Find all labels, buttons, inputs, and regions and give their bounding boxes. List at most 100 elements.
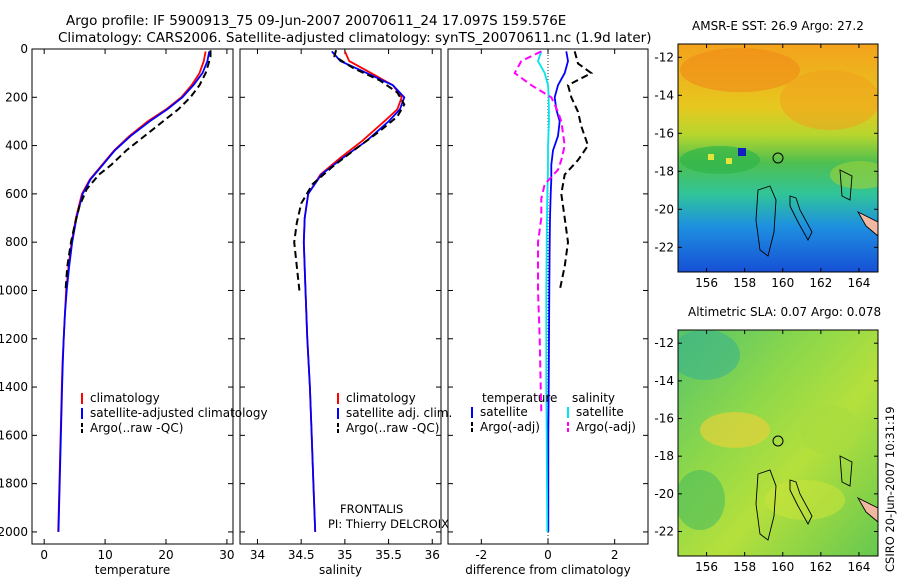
temperature-panel: 0 10 20 30 0 200 400 600 800 1000 1200 1400 1600 1800… xyxy=(0,42,268,577)
argo-location-marker xyxy=(772,152,784,164)
map-x-tick-label: 164 xyxy=(847,276,870,290)
argo-location-marker xyxy=(772,435,784,447)
series-line xyxy=(537,51,550,532)
sla-high-patch xyxy=(700,412,770,448)
map-x-tick-label: 156 xyxy=(695,276,718,290)
sla-high-patch xyxy=(765,480,845,520)
x-tick-label: 20 xyxy=(158,548,173,562)
sst-map-title: AMSR-E SST: 26.9 Argo: 27.2 xyxy=(692,19,864,33)
sla-map-frame xyxy=(677,329,879,557)
x-tick-label: 2 xyxy=(611,548,619,562)
map-y-tick-label: -12 xyxy=(654,336,674,350)
map-y-tick-label: -14 xyxy=(654,88,674,102)
series-line xyxy=(547,51,569,532)
sla-map xyxy=(677,329,879,557)
legend-label: satellite adj. clim. xyxy=(346,406,452,420)
legend-label: satellite xyxy=(576,405,624,419)
sla-low-patch xyxy=(678,470,725,530)
y-tick-label: 1400 xyxy=(0,380,28,394)
sla-map-title: Altimetric SLA: 0.07 Argo: 0.078 xyxy=(688,305,882,319)
series-line xyxy=(64,50,212,291)
map-y-tick-label: -12 xyxy=(654,50,674,64)
y-tick-label: 800 xyxy=(5,235,28,249)
legend-label: Argo(..raw -QC) xyxy=(90,421,183,435)
series-line xyxy=(57,51,207,532)
y-tick-label: 200 xyxy=(5,90,28,104)
y-tick-label: 600 xyxy=(5,187,28,201)
legend-label: Argo(-adj) xyxy=(576,420,636,434)
legend-label: climatology xyxy=(90,391,160,405)
sst-coast-land xyxy=(856,210,878,237)
sst-coast-island xyxy=(839,169,853,201)
legend-label: climatology xyxy=(346,391,416,405)
sst-coast-island xyxy=(789,195,813,241)
legend-label: Argo(-adj) xyxy=(480,420,540,434)
y-tick-label: 2000 xyxy=(0,525,28,539)
sst-pixel xyxy=(708,154,714,160)
x-tick-label: 34.5 xyxy=(288,548,315,562)
map-x-tick-label: 156 xyxy=(695,560,718,574)
map-y-tick-label: -16 xyxy=(654,126,674,140)
sst-map xyxy=(677,43,879,273)
sst-coast-new-caledonia xyxy=(755,185,777,257)
map-y-tick-label: -18 xyxy=(654,164,674,178)
sst-warm-patch xyxy=(680,48,800,92)
map-y-tick-label: -14 xyxy=(654,374,674,388)
legend-label: Argo(..raw -QC) xyxy=(346,421,439,435)
y-tick-label: 400 xyxy=(5,139,28,153)
legend-title: temperature xyxy=(482,391,557,405)
x-axis-label: difference from climatology xyxy=(465,563,631,577)
sla-low-patch xyxy=(678,330,740,380)
series-line xyxy=(513,50,566,412)
map-y-tick-label: -16 xyxy=(654,412,674,426)
chart-overlay: 156 158 160 162 164 -12 -14 -16 -18 -20 -22 156 158 1… xyxy=(654,44,878,574)
map-x-tick-label: 160 xyxy=(771,276,794,290)
x-tick-label: 30 xyxy=(219,548,234,562)
sst-green-patch xyxy=(680,146,760,174)
y-tick-label: 1600 xyxy=(0,428,28,442)
pi-label: PI: Thierry DELCROIX xyxy=(328,517,450,531)
y-tick-label: 1000 xyxy=(0,283,28,297)
map-x-tick-label: 158 xyxy=(733,560,756,574)
series-line xyxy=(293,49,406,291)
map-y-tick-label: -22 xyxy=(654,525,674,539)
sla-coast-new-caledonia xyxy=(755,469,777,541)
y-tick-label: 0 xyxy=(20,42,28,56)
x-axis-label: salinity xyxy=(319,563,362,577)
x-tick-label: 35.5 xyxy=(375,548,402,562)
series-line xyxy=(57,51,211,532)
sla-high-patch xyxy=(800,405,860,455)
frontalis-label: FRONTALIS xyxy=(340,502,404,516)
x-tick-label: 34 xyxy=(250,548,265,562)
map-x-tick-label: 162 xyxy=(809,560,832,574)
map-y-tick-label: -20 xyxy=(654,487,674,501)
x-tick-label: 35 xyxy=(337,548,352,562)
x-tick-label: 0 xyxy=(40,548,48,562)
sst-pixel xyxy=(726,158,732,164)
map-y-tick-label: -20 xyxy=(654,202,674,216)
map-x-tick-label: 160 xyxy=(771,560,794,574)
y-tick-label: 1200 xyxy=(0,332,28,346)
map-y-tick-label: -18 xyxy=(654,449,674,463)
sst-warm-patch xyxy=(780,70,878,130)
map-x-tick-label: 162 xyxy=(809,276,832,290)
sst-pixel xyxy=(738,148,746,156)
figure-title-line2: Climatology: CARS2006. Satellite-adjuste… xyxy=(58,30,652,46)
map-y-tick-label: -22 xyxy=(654,240,674,254)
legend-label: satellite-adjusted climatology xyxy=(90,406,268,420)
x-tick-label: -2 xyxy=(475,548,487,562)
series-line xyxy=(302,50,406,532)
legend-label: satellite xyxy=(480,405,528,419)
map-x-tick-label: 164 xyxy=(847,560,870,574)
y-tick-label: 1800 xyxy=(0,477,28,491)
sla-coast-island xyxy=(839,455,853,487)
map-x-tick-label: 158 xyxy=(733,276,756,290)
salinity-panel: 34 34.5 35 35.5 36 salinity climatologysatelli… xyxy=(239,48,452,577)
sla-coast-island xyxy=(789,479,813,525)
sla-coast-land xyxy=(856,496,878,523)
x-tick-label: 36 xyxy=(425,548,440,562)
x-tick-label: 10 xyxy=(97,548,112,562)
x-tick-label: 0 xyxy=(544,548,552,562)
